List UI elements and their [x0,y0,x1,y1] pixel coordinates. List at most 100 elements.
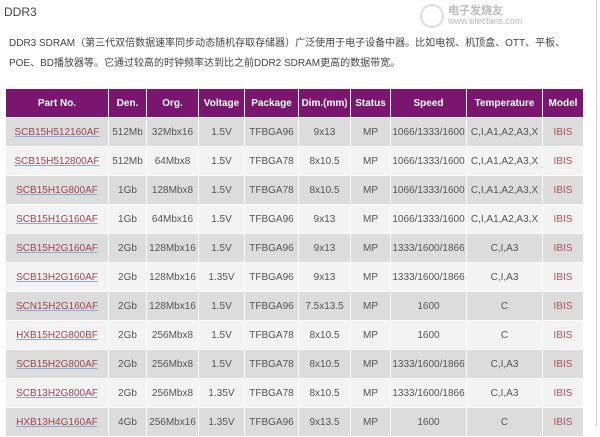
table-cell: 1.5V [198,349,245,379]
part-number-link[interactable]: SCB15H1G160AF [16,213,98,225]
page-border [596,0,597,426]
ibis-model-link[interactable]: IBIS [553,184,573,196]
ibis-model-link[interactable]: IBIS [553,387,573,399]
cell-value: TFBGA78 [249,358,294,370]
table-cell: MP [350,320,391,350]
cell-value: 1600 [417,416,440,428]
part-number-link[interactable]: SCB15H512800AF [14,155,100,167]
part-number-link[interactable]: SCN15H2G160AF [15,300,99,312]
table-cell: 1.5V [198,320,245,350]
part-number-link[interactable]: SCB13H2G800AF [16,387,98,399]
table-cell: IBIS [542,262,584,292]
table-cell: 8x10.5 [298,349,351,379]
part-number-link[interactable]: HXB15H2G800BF [16,329,98,341]
cell-value: TFBGA78 [249,387,294,399]
cell-value: 2Gb [118,271,137,283]
cell-value: 2Gb [118,387,137,399]
table-cell: C [466,407,543,437]
table-cell: 9x13 [298,204,351,234]
table-cell: IBIS [542,204,584,234]
table-cell: 1.35V [198,378,245,408]
column-header: Den. [108,88,147,118]
column-header: Model [542,88,584,118]
cell-value: C,I,A1,A2,A3,X [470,213,539,225]
section-title: DDR3 [4,5,37,19]
cell-value: C,I,A1,A2,A3,X [470,126,539,138]
table-cell: 1Gb [108,175,147,205]
table-row: SCB15H512800AF 512Mb 64Mbx8 1.5V TFBGA78 8x10… [5,146,584,176]
table-cell: 64Mbx16 [146,204,199,234]
ibis-model-link[interactable]: IBIS [553,329,573,341]
cell-value: MP [363,242,378,254]
cell-value: 1333/1600/1866 [392,271,465,283]
table-cell: 1333/1600/1866 [390,349,467,379]
cell-value: 9x13.5 [309,416,340,428]
cell-value: 1.5V [211,329,232,341]
cell-value: MP [363,387,378,399]
ibis-model-link[interactable]: IBIS [553,271,573,283]
table-cell: 8x10.5 [298,378,351,408]
cell-value: 128Mbx16 [149,271,196,283]
table-cell: IBIS [542,117,584,147]
ibis-model-link[interactable]: IBIS [553,358,573,370]
ddr3-product-table: Part No. Den. Org. Voltage Package Dim.(mm) St… [5,88,584,437]
cell-value: 2Gb [118,329,137,341]
table-cell: TFBGA78 [244,320,299,350]
cell-value: 1.5V [211,184,232,196]
table-row: SCB13H2G800AF 2Gb 256Mbx8 1.35V TFBGA78 8x10.… [5,378,584,408]
table-cell: 1.5V [198,233,245,263]
table-cell: MP [350,349,391,379]
table-cell: TFBGA96 [244,262,299,292]
cell-value: 64Mbx8 [154,155,191,167]
cell-value: MP [363,184,378,196]
table-cell: MP [350,175,391,205]
ibis-model-link[interactable]: IBIS [553,416,573,428]
table-cell: 256Mbx8 [146,320,199,350]
table-cell: HXB13H4G160AF [5,407,109,437]
cell-value: 1Gb [118,184,137,196]
table-row: SCB15H1G800AF 1Gb 128Mbx8 1.5V TFBGA78 8x10.5… [5,175,584,205]
cell-value: MP [363,155,378,167]
table-cell: SCB15H1G160AF [5,204,109,234]
table-cell: 2Gb [108,291,147,321]
cell-value: C [500,329,509,341]
table-cell: 128Mbx8 [146,175,199,205]
part-number-link[interactable]: SCB13H2G160AF [16,271,98,283]
table-cell: 1333/1600/1866 [390,378,467,408]
table-cell: 9x13 [298,262,351,292]
ibis-model-link[interactable]: IBIS [553,126,573,138]
ibis-model-link[interactable]: IBIS [553,213,573,225]
table-cell: 1333/1600/1866 [390,262,467,292]
part-number-link[interactable]: HXB13H4G160AF [16,416,98,428]
cell-value: 2Gb [118,242,137,254]
table-cell: 1600 [390,407,467,437]
cell-value: 8x10.5 [309,358,340,370]
watermark-url: www.elecfans.com [448,16,523,26]
part-number-link[interactable]: SCB15H2G160AF [16,242,98,254]
cell-value: 1.5V [211,126,232,138]
cell-value: 256Mbx8 [151,358,194,370]
table-cell: 9x13 [298,117,351,147]
cell-value: TFBGA96 [249,300,294,312]
cell-value: MP [363,329,378,341]
part-number-link[interactable]: SCB15H2G800AF [16,358,98,370]
table-cell: TFBGA96 [244,407,299,437]
table-cell: MP [350,204,391,234]
cell-value: TFBGA78 [249,329,294,341]
table-cell: C,I,A1,A2,A3,X [466,117,543,147]
cell-value: TFBGA78 [249,184,294,196]
table-cell: MP [350,146,391,176]
ibis-model-link[interactable]: IBIS [553,300,573,312]
ibis-model-link[interactable]: IBIS [553,242,573,254]
cell-value: 1333/1600/1866 [392,358,465,370]
table-cell: TFBGA78 [244,175,299,205]
part-number-link[interactable]: SCB15H512160AF [14,126,100,138]
table-cell: IBIS [542,233,584,263]
table-cell: 2Gb [108,349,147,379]
cell-value: 64Mbx16 [151,213,194,225]
ibis-model-link[interactable]: IBIS [553,155,573,167]
cell-value: C,I,A1,A2,A3,X [470,184,539,196]
table-cell: TFBGA78 [244,146,299,176]
table-cell: 1.35V [198,262,245,292]
part-number-link[interactable]: SCB15H1G800AF [16,184,98,196]
